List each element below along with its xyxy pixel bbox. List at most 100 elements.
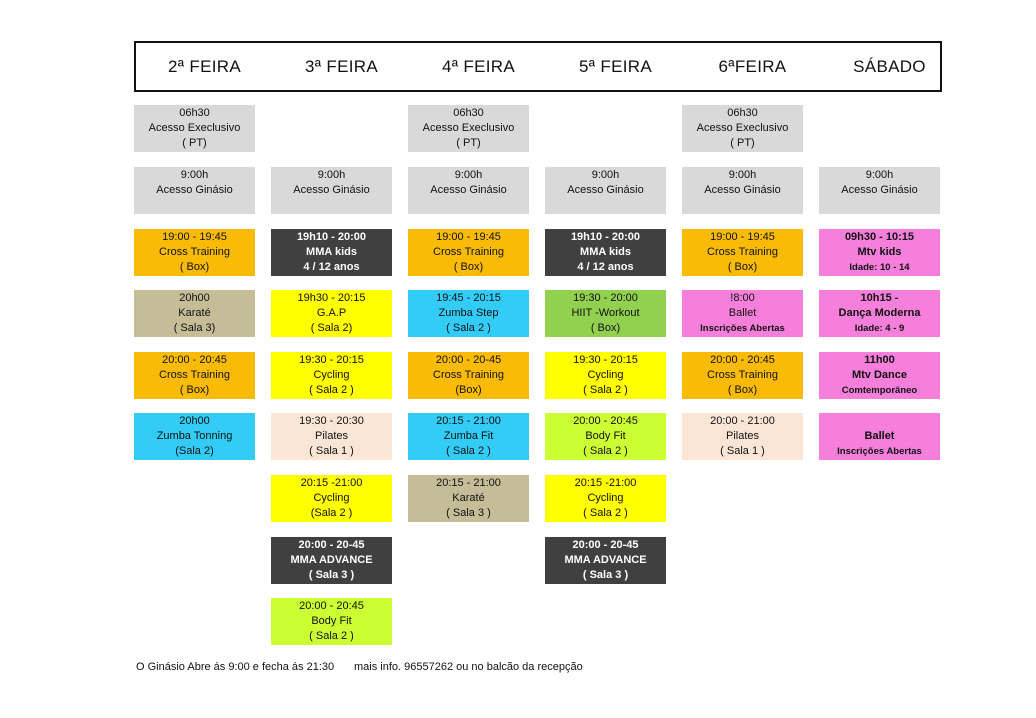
class-time: 19:30 - 20:00 <box>573 292 638 304</box>
class-name: Cross Training <box>159 246 230 258</box>
class-block: 20:00 - 20:45 Cross Training ( Box) <box>682 352 803 399</box>
class-room: (Sala 2 ) <box>310 507 353 519</box>
class-time: 20:00 - 20-45 <box>572 539 639 551</box>
class-block: 19:00 - 19:45 Cross Training ( Box) <box>408 229 529 276</box>
class-room: ( Sala 2) <box>310 322 353 334</box>
class-time: 06h30 <box>179 107 210 119</box>
class-room: ( Box) <box>590 322 621 334</box>
class-name: Cycling <box>587 492 624 504</box>
class-block: Ballet Inscrições Abertas <box>819 413 940 460</box>
class-room: ( Sala 2 ) <box>309 630 354 642</box>
class-time: 20:00 - 20:45 <box>299 600 364 612</box>
class-name: Body Fit <box>311 615 352 627</box>
class-room: ( Box) <box>179 384 210 396</box>
class-room: ( Sala 1 ) <box>309 445 354 457</box>
class-time: 19h10 - 20:00 <box>296 231 367 243</box>
class-room: ( Sala 1 ) <box>720 445 765 457</box>
class-name: Cycling <box>313 492 350 504</box>
day-thursday: 5ª FEIRA <box>579 57 652 76</box>
class-time: 19:30 - 20:15 <box>299 354 364 366</box>
class-time: 20h00 <box>179 415 210 427</box>
class-name: Ballet <box>728 307 757 319</box>
class-time: 20:15 - 21:00 <box>436 415 501 427</box>
class-block: 06h30 Acesso Execlusivo ( PT) <box>408 105 529 152</box>
class-time: 20:15 - 21:00 <box>436 477 501 489</box>
class-name: Mtv Dance <box>851 369 908 381</box>
class-name: Pilates <box>314 430 349 442</box>
class-name: Acesso Ginásio <box>841 184 918 196</box>
class-block: 20:00 - 21:00 Pilates ( Sala 1 ) <box>682 413 803 460</box>
class-name: Cross Training <box>707 369 778 381</box>
weekday-header: 2ª FEIRA 3ª FEIRA 4ª FEIRA 5ª FEIRA 6ªFE… <box>134 41 942 92</box>
class-age: Idade: 4 - 9 <box>854 323 905 334</box>
class-room: ( Sala 2 ) <box>583 507 628 519</box>
class-time: 19:00 - 19:45 <box>162 231 227 243</box>
class-name: Zumba Fit <box>443 430 494 442</box>
class-name: Acesso Execlusivo <box>148 122 241 134</box>
class-name: Zumba Tonning <box>156 430 233 442</box>
class-room: ( Sala 2 ) <box>583 445 628 457</box>
class-room: ( Box) <box>453 261 484 273</box>
class-room: ( Box) <box>727 384 758 396</box>
class-room: ( Sala 2 ) <box>309 384 354 396</box>
class-block: 19:45 - 20:15 Zumba Step ( Sala 2 ) <box>408 290 529 337</box>
class-time: 9:00h <box>591 169 620 181</box>
class-room: ( Sala 3 ) <box>308 569 355 581</box>
class-block: 19:30 - 20:15 Cycling ( Sala 2 ) <box>271 352 392 399</box>
class-block: 19:30 - 20:15 Cycling ( Sala 2 ) <box>545 352 666 399</box>
class-time: !8:00 <box>730 292 755 304</box>
class-name: HIIT -Workout <box>571 307 640 319</box>
class-name: Acesso Ginásio <box>567 184 644 196</box>
class-block: 20:00 - 20:45 Body Fit ( Sala 2 ) <box>271 598 392 645</box>
class-name: Zumba Step <box>438 307 499 319</box>
class-room: ( Box) <box>727 261 758 273</box>
class-time: 11h00 <box>864 354 895 366</box>
class-block: 09h30 - 10:15 Mtv kids Idade: 10 - 14 <box>819 229 940 276</box>
class-name: Acesso Ginásio <box>156 184 233 196</box>
class-name: Acesso Ginásio <box>430 184 507 196</box>
class-room: ( PT) <box>730 137 755 149</box>
class-time: 19:00 - 19:45 <box>436 231 501 243</box>
class-time: 19:30 - 20:30 <box>299 415 364 427</box>
class-block: 11h00 Mtv Dance Comtemporâneo <box>819 352 940 399</box>
class-time: 19h10 - 20:00 <box>570 231 641 243</box>
day-friday: 6ªFEIRA <box>718 57 787 76</box>
class-block: 9:00h Acesso Ginásio <box>819 167 940 214</box>
class-time: 19:30 - 20:15 <box>573 354 638 366</box>
class-block: 9:00h Acesso Ginásio <box>545 167 666 214</box>
class-name: MMA kids <box>580 246 631 258</box>
class-age: 4 / 12 anos <box>577 261 634 273</box>
class-time: 9:00h <box>454 169 483 181</box>
class-block: 9:00h Acesso Ginásio <box>271 167 392 214</box>
class-time: 20:15 -21:00 <box>300 477 363 489</box>
class-block: 19h10 - 20:00 MMA kids 4 / 12 anos <box>545 229 666 276</box>
class-block: 06h30 Acesso Execlusivo ( PT) <box>682 105 803 152</box>
class-name: Cross Training <box>433 369 504 381</box>
class-time: 20h00 <box>179 292 210 304</box>
class-room: ( PT) <box>182 137 207 149</box>
class-time: 09h30 - 10:15 <box>844 231 915 243</box>
class-name: Ballet <box>864 430 895 442</box>
class-block: 19h10 - 20:00 MMA kids 4 / 12 anos <box>271 229 392 276</box>
day-tuesday: 3ª FEIRA <box>305 57 378 76</box>
class-name: Karaté <box>452 492 485 504</box>
class-block: 19:30 - 20:30 Pilates ( Sala 1 ) <box>271 413 392 460</box>
class-name: Acesso Execlusivo <box>422 122 515 134</box>
class-block: 19h30 - 20:15 G.A.P ( Sala 2) <box>271 290 392 337</box>
class-block: 19:00 - 19:45 Cross Training ( Box) <box>682 229 803 276</box>
class-room: ( Sala 3) <box>173 322 216 334</box>
class-name: Acesso Ginásio <box>293 184 370 196</box>
class-name: Cycling <box>313 369 350 381</box>
class-time: 9:00h <box>865 169 894 181</box>
class-time: 9:00h <box>728 169 757 181</box>
class-room: ( Box) <box>179 261 210 273</box>
class-note: Inscrições Abertas <box>700 323 785 334</box>
class-time: 20:00 - 20:45 <box>573 415 638 427</box>
class-name: Mtv kids <box>857 246 902 258</box>
class-time: 19h30 - 20:15 <box>297 292 366 304</box>
class-block: 9:00h Acesso Ginásio <box>134 167 255 214</box>
class-block: 20:15 - 21:00 Karaté ( Sala 3 ) <box>408 475 529 522</box>
class-room: ( Sala 2 ) <box>446 322 491 334</box>
class-room: (Box) <box>455 384 482 396</box>
class-name: Body Fit <box>585 430 626 442</box>
